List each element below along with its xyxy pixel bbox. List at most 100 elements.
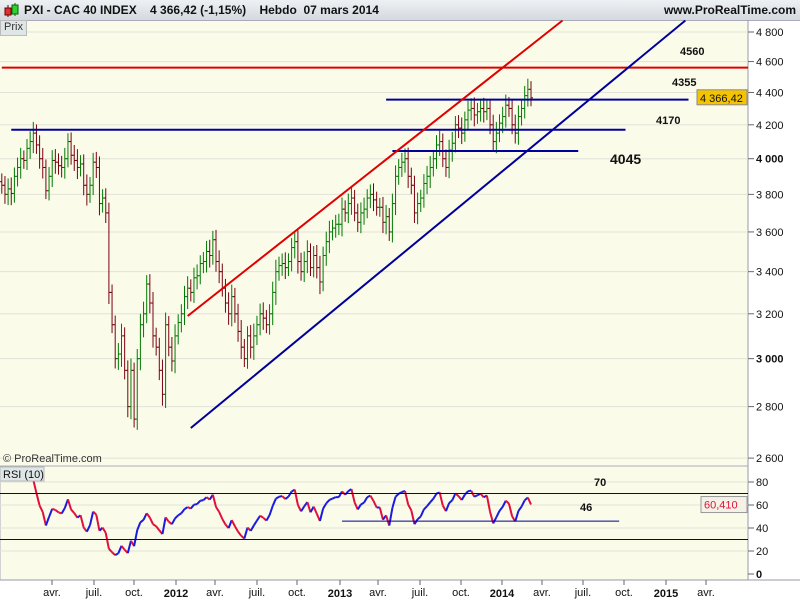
x-tick-label: oct. [288,587,306,599]
rsi-label: RSI (10) [3,469,44,481]
rsi-segment [200,499,204,502]
rsi-segment [152,523,157,528]
x-tick-label: juil. [248,587,266,599]
rsi-segment [218,511,224,520]
rsi-level-label: 70 [594,477,606,489]
rsi-segment [142,512,148,521]
rsi-segment [171,517,176,525]
rsi-segment [366,494,371,499]
y-tick-label: 3 200 [756,309,784,321]
rsi-segment [243,527,249,539]
site-link[interactable]: www.ProRealTime.com [663,3,796,17]
rsi-segment [256,515,261,522]
rsi-segment [187,506,192,510]
rsi-segment [136,521,142,531]
rsi-segment [174,514,179,520]
x-tick-label: juil. [85,587,103,599]
rsi-segment [104,532,110,549]
instrument-name: PXI - CAC 40 INDEX [24,3,137,17]
rsi-segment [287,491,293,498]
rsi-segment [44,516,50,526]
rsi-segment [492,516,498,524]
rsi-tick-label: 0 [756,569,762,581]
rsi-segment [284,495,290,500]
rsi-segment [275,495,280,500]
y-tick-label: 2 600 [756,453,784,465]
rsi-segment [48,508,54,518]
rsi-segment [117,545,123,554]
rsi-segment [281,495,286,500]
level-label: 4045 [610,151,641,167]
rsi-segment [507,503,514,517]
rsi-segment [517,505,523,512]
rsi-segment [416,515,422,521]
rsi-segment [369,495,375,502]
rsi-segment [419,508,425,517]
rsi-segment [35,492,41,506]
x-tick-label: avr. [43,587,61,599]
rsi-segment [79,515,85,528]
rsi-segment [230,519,236,527]
rsi-segment [32,479,38,494]
rsi-segment [501,500,507,508]
rsi-segment [249,525,255,532]
x-tick-label: 2013 [328,588,352,600]
rsi-segment [85,524,91,533]
rsi-segment [445,502,451,512]
rsi-segment [161,517,167,535]
x-tick-label: avr. [533,587,551,599]
rsi-segment [451,493,457,501]
rsi-segment [350,488,356,503]
rsi-segment [92,510,98,516]
rsi-tick-label: 60 [756,500,768,512]
trendline-lower-channel [190,19,686,429]
rsi-segment [95,514,101,531]
x-tick-label: avr. [206,587,224,599]
rsi-value-badge [700,496,748,514]
rsi-segment [108,548,113,553]
rsi-segment [438,492,444,506]
rsi-segment [407,504,413,511]
rsi-tick-label: 40 [756,523,768,535]
price-panel [0,21,748,465]
y-tick-label: 2 800 [756,402,784,414]
rsi-segment [180,508,186,514]
y-tick-label: 4 400 [756,87,784,99]
rsi-segment [337,490,343,498]
rsi-segment [322,502,328,510]
rsi-segment [145,512,151,519]
period: Hebdo [259,3,297,17]
rsi-segment [485,495,492,512]
x-tick-label: juil. [574,587,592,599]
rsi-segment [60,507,66,515]
rsi-segment [202,496,208,501]
rsi-segment [325,499,331,505]
panel-label: Prix [0,20,27,36]
rsi-segment [495,510,501,518]
rsi-segment [329,497,333,501]
rsi-segment [227,519,233,529]
rsi-segment [432,493,438,500]
rsi-segment [391,496,397,509]
rsi-support-label: 46 [580,502,592,514]
y-tick-label: 3 800 [756,189,784,201]
candlestick-logo-icon [4,3,19,17]
rsi-segment [363,496,369,504]
x-tick-label: avr. [369,587,387,599]
rsi-segment [410,510,416,525]
rsi-segment [190,504,195,510]
rsi-segment [467,489,472,493]
level-label: 4170 [656,115,680,127]
rsi-segment [426,501,431,507]
rsi-segment [183,506,189,510]
y-tick-label: 4 000 [756,154,784,166]
x-tick-label: oct. [452,587,470,599]
rsi-segment [237,531,242,537]
rsi-segment [312,506,318,515]
y-tick-label: 4 200 [756,120,784,132]
rsi-segment [526,497,532,505]
rsi-segment [164,516,170,523]
trendline-upper-channel [187,19,564,317]
rsi-segment [479,493,485,498]
